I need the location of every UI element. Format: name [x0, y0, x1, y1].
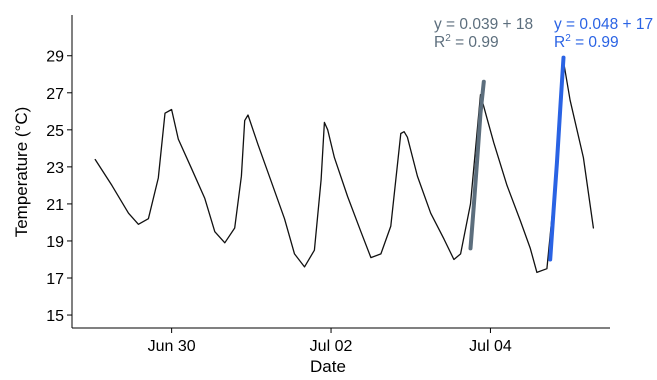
y-tick-label: 21	[46, 197, 64, 214]
regression-equation: y = 0.048 + 17	[554, 16, 653, 33]
plot-lines	[94, 55, 595, 274]
y-tick-label: 27	[46, 86, 64, 103]
y-tick-label: 23	[46, 160, 64, 177]
x-tick-label: Jul 02	[310, 338, 353, 355]
r-squared-label: R2 = 0.99	[554, 33, 619, 51]
regression-segment-1	[468, 79, 486, 251]
r-squared-label: R2 = 0.99	[434, 33, 499, 51]
regression-equation: y = 0.039 + 18	[434, 16, 533, 33]
y-axis-title: Temperature (°C)	[12, 107, 31, 238]
x-ticks: Jun 30 Jul 02 Jul 04	[148, 328, 512, 355]
x-tick-label: Jul 04	[469, 338, 512, 355]
x-tick-label: Jun 30	[148, 338, 196, 355]
temperature-series-line	[94, 60, 595, 274]
y-tick-label: 17	[46, 271, 64, 288]
y-tick-label: 29	[46, 49, 64, 66]
y-tick-label: 15	[46, 308, 64, 325]
y-ticks: 15 17 19 21 23 25 27 29	[46, 49, 72, 325]
y-tick-label: 25	[46, 123, 64, 140]
x-axis-title: Date	[310, 357, 346, 376]
regression-segment-2	[548, 55, 566, 262]
y-tick-label: 19	[46, 234, 64, 251]
